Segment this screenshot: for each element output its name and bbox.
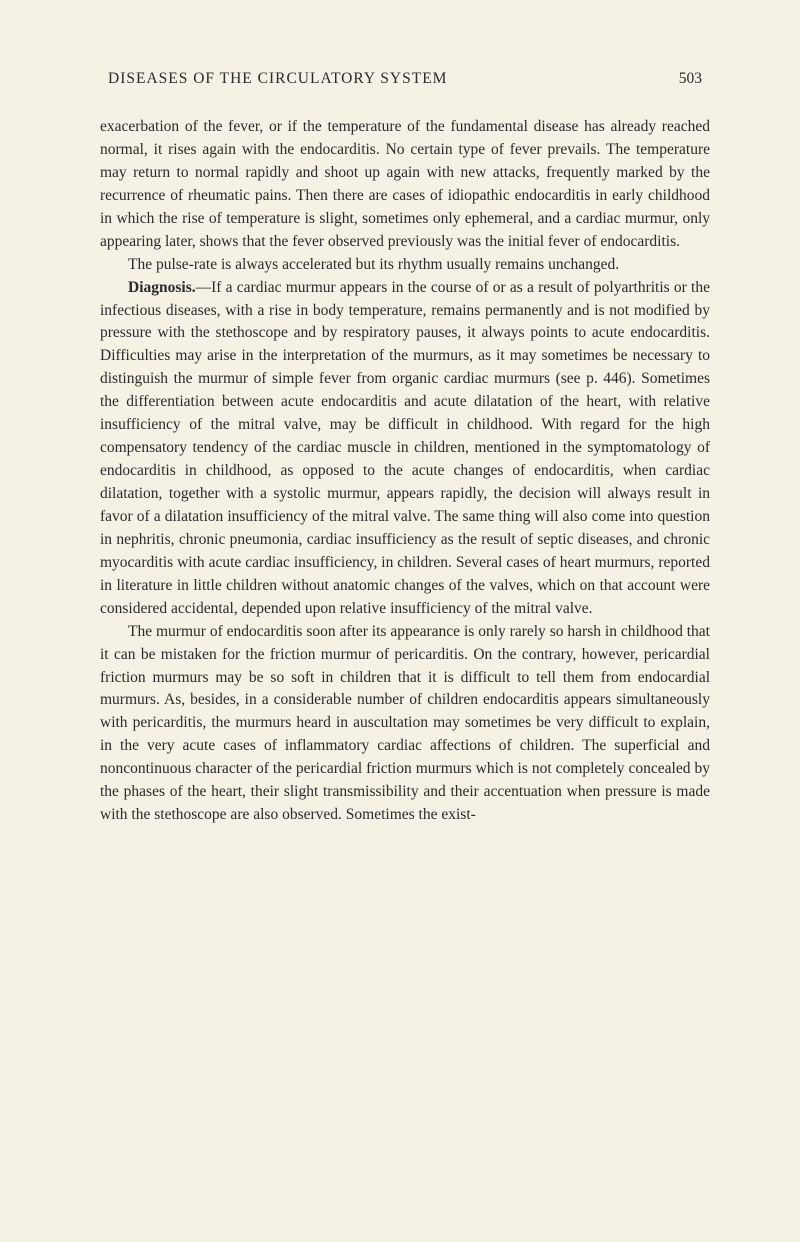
paragraph-3-text: —If a cardiac murmur appears in the cour… (100, 279, 710, 617)
paragraph-2: The pulse-rate is always accelerated but… (100, 254, 710, 277)
paragraph-3: Diagnosis.—If a cardiac murmur appears i… (100, 277, 710, 621)
paragraph-4: The murmur of endocarditis soon after it… (100, 621, 710, 827)
body-text: exacerbation of the fever, or if the tem… (100, 116, 710, 827)
page-number: 503 (679, 70, 702, 88)
page-container: DISEASES OF THE CIRCULATORY SYSTEM 503 e… (0, 0, 800, 887)
header-title: DISEASES OF THE CIRCULATORY SYSTEM (108, 70, 447, 88)
page-header: DISEASES OF THE CIRCULATORY SYSTEM 503 (100, 70, 710, 88)
diagnosis-label: Diagnosis. (128, 279, 196, 296)
paragraph-1: exacerbation of the fever, or if the tem… (100, 116, 710, 254)
